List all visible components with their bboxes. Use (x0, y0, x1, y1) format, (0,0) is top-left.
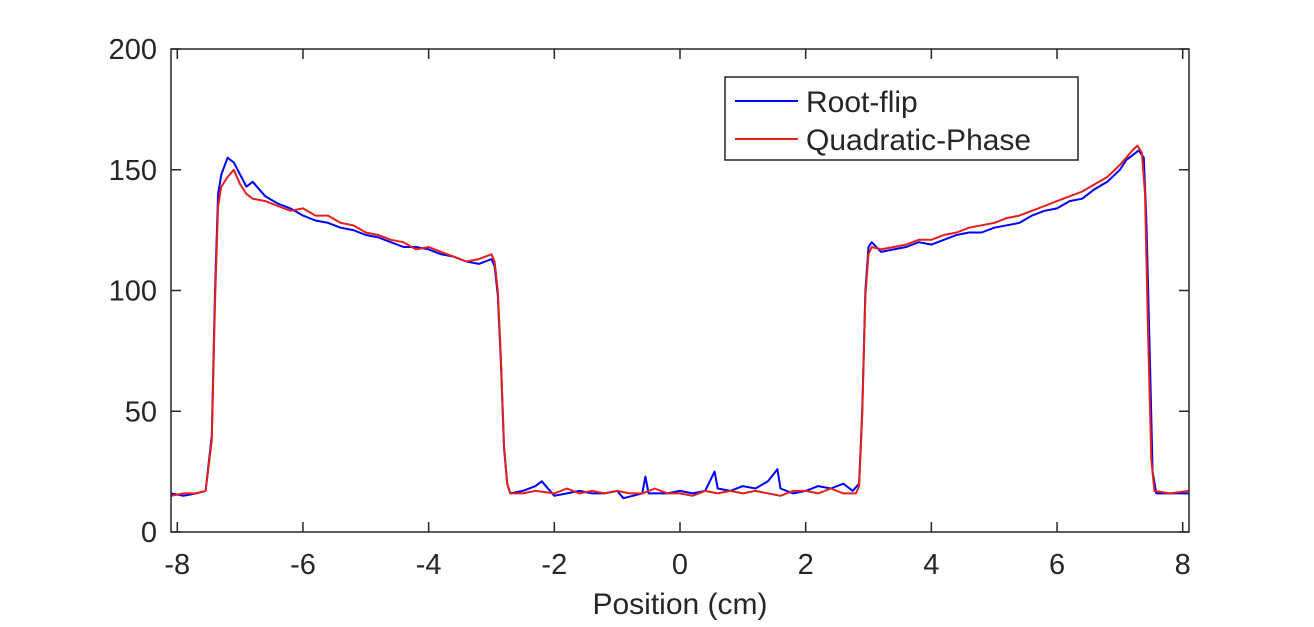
x-tick-label: -6 (290, 549, 316, 581)
x-tick-label: -4 (416, 549, 442, 581)
legend-box (724, 76, 1079, 161)
y-tick-label: 0 (141, 517, 157, 549)
y-tick-label: 200 (109, 34, 157, 66)
legend: Root-flip Quadratic-Phase (724, 76, 1079, 161)
y-tick-label: 100 (109, 276, 157, 308)
tick-labels: -8 -6 -4 -2 0 2 4 6 8 0 50 100 150 200 (109, 34, 1191, 581)
y-tick-label: 150 (109, 155, 157, 187)
y-tick-label: 50 (125, 396, 157, 428)
series-line-root-flip (170, 149, 1189, 500)
series-layer (170, 144, 1190, 500)
x-tick-label: 0 (672, 549, 688, 581)
x-tick-label: 4 (923, 549, 939, 581)
x-tick-label: 2 (798, 549, 814, 581)
x-tick-label: -2 (541, 549, 567, 581)
x-tick-label: 8 (1175, 549, 1191, 581)
series-line-quadratic-phase (170, 144, 1190, 497)
legend-label-root-flip: Root-flip (806, 86, 918, 119)
x-tick-label: -8 (164, 549, 190, 581)
plot-frame (170, 48, 1190, 533)
x-tick-label: 6 (1049, 549, 1065, 581)
legend-label-quadratic-phase: Quadratic-Phase (806, 124, 1031, 157)
x-axis-label: Position (cm) (592, 588, 767, 621)
